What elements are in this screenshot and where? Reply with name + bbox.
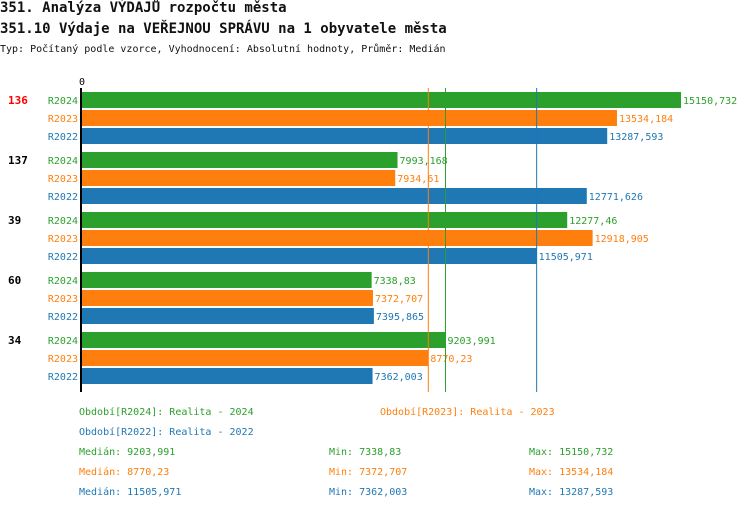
data-label: 12918,905 [595,234,649,245]
data-label: 7934,61 [397,174,439,185]
group-rank-label: 39 [8,214,21,227]
series-label: R2023 [48,354,78,365]
group-rank-label: 137 [8,154,28,167]
series-label: R2024 [48,156,78,167]
legend-r2022: Období[R2022]: Realita - 2022 [79,427,254,438]
bar [81,128,608,144]
series-label: R2024 [48,96,78,107]
bar [81,290,373,306]
max-r2024: Max: 15150,732 [529,447,614,458]
bar [81,170,396,186]
series-label: R2022 [48,312,78,323]
series-label: R2023 [48,174,78,185]
data-label: 7993,168 [400,156,448,167]
min-r2022: Min: 7362,003 [329,487,408,498]
series-label: R2023 [48,234,78,245]
series-label: R2024 [48,216,78,227]
median-r2022: Medián: 11505,971 [79,487,182,498]
data-label: 7395,865 [376,312,424,323]
max-r2022: Max: 13287,593 [529,487,614,498]
data-label: 12771,626 [589,192,643,203]
bar [81,308,374,324]
data-label: 13534,184 [619,114,673,125]
bar [81,92,681,108]
chart-subtitle: 351.10 Výdaje na VEŘEJNOU SPRÁVU na 1 ob… [0,21,447,37]
legend-r2024: Období[R2024]: Realita - 2024 [79,407,254,418]
bar [81,188,587,204]
series-label: R2022 [48,372,78,383]
min-r2023: Min: 7372,707 [329,467,408,478]
axis-zero-label: 0 [79,77,85,88]
data-label: 7338,83 [374,276,416,287]
bar [81,332,446,348]
min-r2024: Min: 7338,83 [329,447,402,458]
data-label: 15150,732 [683,96,737,107]
bar [81,350,429,366]
type-description: Typ: Počítaný podle vzorce, Vyhodnocení:… [0,44,446,55]
legend-r2023: Období[R2023]: Realita - 2023 [380,407,555,418]
series-label: R2022 [48,132,78,143]
bar [81,272,372,288]
group-rank-label: 60 [8,274,21,287]
data-label: 11505,971 [539,252,593,263]
data-label: 8770,23 [430,354,472,365]
data-label: 7372,707 [375,294,423,305]
bar [81,110,617,126]
bar [81,230,593,246]
bar [81,212,568,228]
group-rank-label: 34 [8,334,22,347]
series-label: R2023 [48,294,78,305]
bar [81,152,398,168]
data-label: 12277,46 [569,216,617,227]
median-r2024: Medián: 9203,991 [79,447,176,458]
max-r2023: Max: 13534,184 [529,467,614,478]
data-label: 13287,593 [609,132,663,143]
series-label: R2023 [48,114,78,125]
series-label: R2024 [48,336,78,347]
bar [81,248,537,264]
series-label: R2022 [48,192,78,203]
median-r2023: Medián: 8770,23 [79,467,170,478]
series-label: R2022 [48,252,78,263]
bar-chart: 0 136 R2024 15150,732 R2023 13534,184 R2022 132… [8,77,737,392]
page-title: 351. Analýza VÝDAJŮ rozpočtu města [0,0,287,16]
group-rank-label: 136 [8,94,28,107]
data-label: 7362,003 [375,372,423,383]
data-label: 9203,991 [447,336,495,347]
bar [81,368,373,384]
series-label: R2024 [48,276,78,287]
